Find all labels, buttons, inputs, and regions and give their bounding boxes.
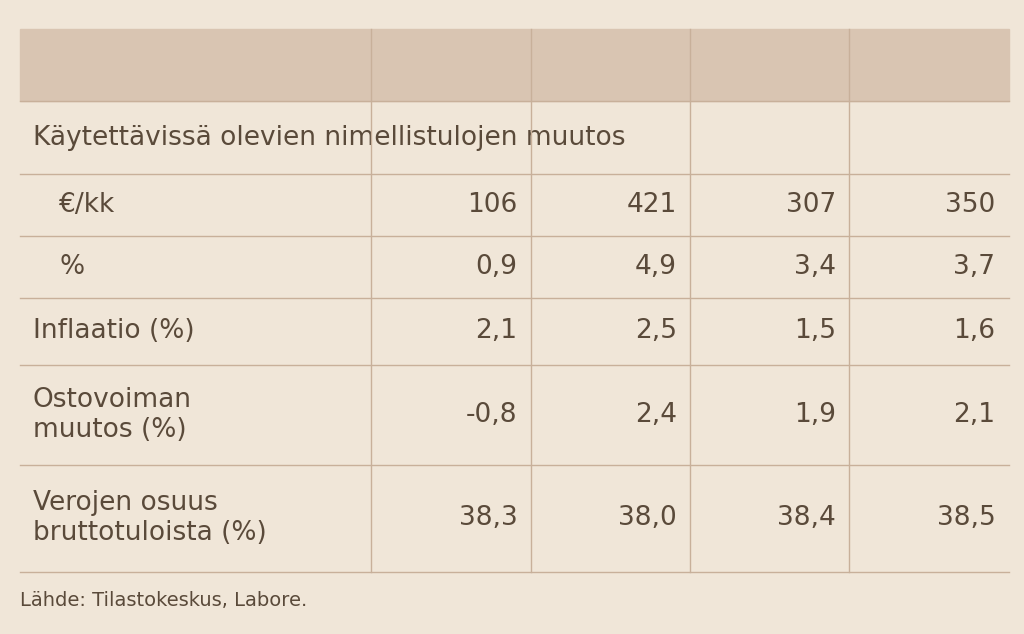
Text: Ostovoiman
muutos (%): Ostovoiman muutos (%) <box>33 387 191 443</box>
Text: 38,5: 38,5 <box>937 505 995 531</box>
Text: 3,4: 3,4 <box>794 254 836 280</box>
Text: 307: 307 <box>785 191 836 217</box>
Text: 3,7: 3,7 <box>953 254 995 280</box>
Text: 1,5: 1,5 <box>794 318 836 344</box>
Text: 2,1: 2,1 <box>953 402 995 428</box>
Text: 2,4: 2,4 <box>635 402 677 428</box>
Text: 38,4: 38,4 <box>777 505 836 531</box>
Text: Käytettävissä olevien nimellistulojen muutos: Käytettävissä olevien nimellistulojen mu… <box>33 125 626 151</box>
Text: Verojen osuus
bruttotuloista (%): Verojen osuus bruttotuloista (%) <box>33 491 266 547</box>
Text: 2025e: 2025e <box>726 51 813 79</box>
Text: €/kk: €/kk <box>59 191 116 217</box>
Text: 421: 421 <box>627 191 677 217</box>
Text: 0,9: 0,9 <box>475 254 517 280</box>
Text: -0,8: -0,8 <box>466 402 517 428</box>
Text: 2024e: 2024e <box>566 51 654 79</box>
Text: 350: 350 <box>945 191 995 217</box>
Text: Lähde: Tilastokeskus, Labore.: Lähde: Tilastokeskus, Labore. <box>20 591 308 610</box>
Text: 2,5: 2,5 <box>635 318 677 344</box>
Text: 2015–2023: 2015–2023 <box>374 51 528 79</box>
Text: 38,0: 38,0 <box>617 505 677 531</box>
Text: 106: 106 <box>467 191 517 217</box>
Text: 4,9: 4,9 <box>635 254 677 280</box>
Text: %: % <box>59 254 85 280</box>
Text: Inflaatio (%): Inflaatio (%) <box>33 318 195 344</box>
Text: 2,1: 2,1 <box>475 318 517 344</box>
Text: 38,3: 38,3 <box>459 505 517 531</box>
Text: 1,6: 1,6 <box>953 318 995 344</box>
Text: 1,9: 1,9 <box>794 402 836 428</box>
Text: 2026e: 2026e <box>885 51 973 79</box>
